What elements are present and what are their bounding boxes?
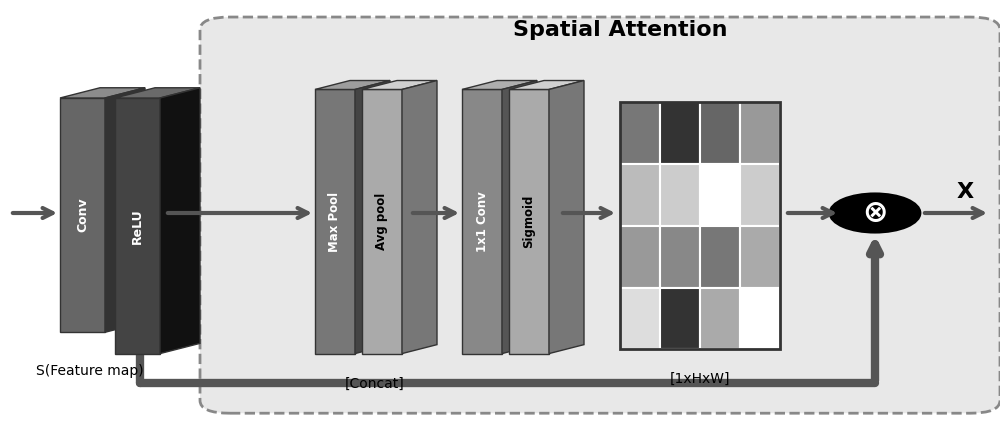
Bar — [700, 164, 740, 226]
Text: S(Feature map): S(Feature map) — [36, 364, 144, 377]
Polygon shape — [355, 81, 390, 354]
Polygon shape — [60, 88, 145, 98]
Bar — [740, 288, 780, 349]
Bar — [660, 226, 700, 288]
Text: 1x1 Conv: 1x1 Conv — [476, 191, 489, 252]
Text: Sigmoid: Sigmoid — [522, 195, 536, 248]
FancyBboxPatch shape — [200, 17, 1000, 413]
Text: Max Pool: Max Pool — [328, 191, 342, 252]
Bar — [740, 102, 780, 164]
Circle shape — [830, 194, 920, 232]
FancyBboxPatch shape — [315, 89, 355, 354]
Text: ⊗: ⊗ — [862, 199, 888, 227]
FancyBboxPatch shape — [462, 89, 502, 354]
Bar — [620, 164, 660, 226]
Polygon shape — [105, 88, 145, 332]
FancyBboxPatch shape — [509, 89, 549, 354]
Text: Avg pool: Avg pool — [376, 193, 388, 250]
Bar — [620, 288, 660, 349]
Text: Conv: Conv — [76, 198, 89, 233]
Polygon shape — [315, 81, 390, 89]
Polygon shape — [549, 81, 584, 354]
Polygon shape — [462, 81, 537, 89]
Text: ReLU: ReLU — [131, 208, 144, 244]
Text: [Concat]: [Concat] — [345, 377, 405, 390]
Bar — [660, 164, 700, 226]
Bar — [660, 288, 700, 349]
Polygon shape — [502, 81, 537, 354]
Text: X: X — [956, 182, 974, 201]
FancyBboxPatch shape — [115, 98, 160, 354]
Text: Spatial Attention: Spatial Attention — [513, 20, 727, 40]
Bar — [620, 226, 660, 288]
Text: [1xHxW]: [1xHxW] — [670, 372, 730, 386]
Bar — [620, 102, 660, 164]
FancyBboxPatch shape — [60, 98, 105, 332]
Bar — [620, 102, 780, 349]
Bar — [700, 102, 740, 164]
Bar — [660, 102, 700, 164]
Bar — [700, 288, 740, 349]
Polygon shape — [402, 81, 437, 354]
Polygon shape — [115, 88, 200, 98]
Polygon shape — [362, 81, 437, 89]
Polygon shape — [160, 88, 200, 354]
FancyBboxPatch shape — [362, 89, 402, 354]
Bar — [700, 226, 740, 288]
Bar — [740, 164, 780, 226]
Bar — [740, 226, 780, 288]
Polygon shape — [509, 81, 584, 89]
